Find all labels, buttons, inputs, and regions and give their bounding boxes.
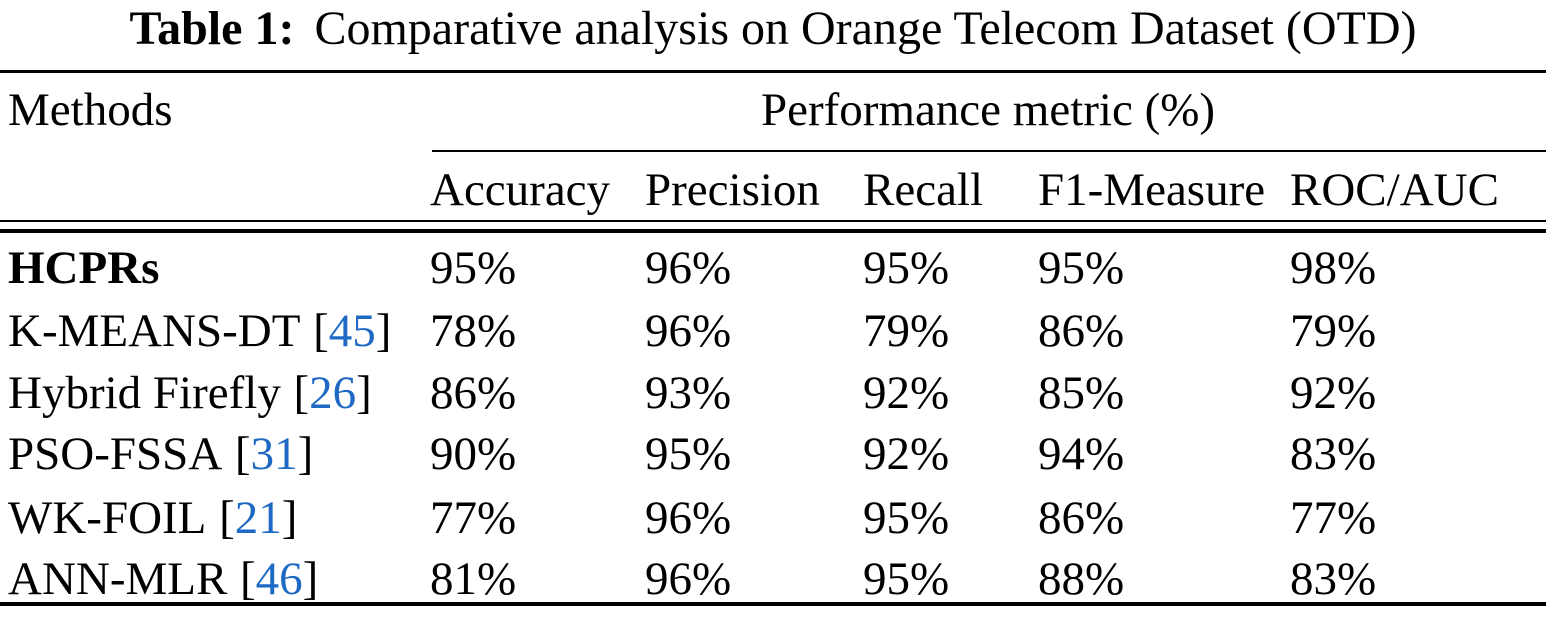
metric-value-f1-measure: 86% xyxy=(1038,492,1125,544)
metric-value-recall: 79% xyxy=(863,305,950,357)
citation-link[interactable]: 45 xyxy=(328,305,376,357)
metric-value-precision: 96% xyxy=(645,492,732,544)
metric-value-accuracy: 86% xyxy=(430,367,517,419)
column-header-accuracy: Accuracy xyxy=(430,164,611,216)
citation-bracket-open: [ xyxy=(219,492,235,544)
metric-value-recall: 95% xyxy=(863,553,950,605)
metric-value-roc-auc: 83% xyxy=(1290,553,1377,605)
column-header-f1-measure: F1-Measure xyxy=(1038,164,1266,216)
method-name: K-MEANS-DT xyxy=(8,305,301,357)
metric-value-recall: 92% xyxy=(863,367,950,419)
metric-value-roc-auc: 79% xyxy=(1290,305,1377,357)
column-header-precision: Precision xyxy=(645,164,820,216)
table-caption-label: Table 1: xyxy=(129,2,295,55)
metric-value-precision: 93% xyxy=(645,367,732,419)
column-header-roc-auc: ROC/AUC xyxy=(1290,164,1499,216)
method-name: HCPRs xyxy=(8,242,160,294)
metric-value-accuracy: 78% xyxy=(430,305,517,357)
citation-bracket-open: [ xyxy=(234,428,251,480)
citation-link[interactable]: 26 xyxy=(309,367,357,419)
citation-bracket-open: [ xyxy=(240,553,256,605)
method-name: PSO-FSSA xyxy=(8,428,223,480)
header-separator-thin-rule xyxy=(0,220,1546,222)
metric-value-accuracy: 95% xyxy=(430,242,517,294)
method-label: PSO-FSSA [31] xyxy=(8,426,313,482)
column-header-methods: Methods xyxy=(8,84,173,136)
metric-value-accuracy: 90% xyxy=(430,428,517,480)
metric-value-recall: 92% xyxy=(863,428,950,480)
citation-link[interactable]: 46 xyxy=(255,553,303,605)
metric-value-precision: 96% xyxy=(645,553,732,605)
metric-value-f1-measure: 88% xyxy=(1038,553,1125,605)
citation-bracket-close: ] xyxy=(302,553,319,605)
column-header-recall: Recall xyxy=(863,164,984,216)
method-label: WK-FOIL [21] xyxy=(8,490,297,546)
metric-value-precision: 96% xyxy=(645,305,732,357)
method-label: ANN-MLR [46] xyxy=(8,551,318,607)
performance-metric-underline-rule xyxy=(432,150,1546,152)
citation-bracket-close: ] xyxy=(281,492,298,544)
method-name: Hybrid Firefly xyxy=(8,367,281,419)
table-bottom-rule xyxy=(0,602,1546,606)
metric-value-accuracy: 81% xyxy=(430,553,517,605)
table-caption: Table 1: Comparative analysis on Orange T… xyxy=(0,0,1546,58)
method-name: ANN-MLR xyxy=(8,553,228,605)
method-name: WK-FOIL xyxy=(8,492,207,544)
metric-value-accuracy: 77% xyxy=(430,492,517,544)
metric-value-roc-auc: 83% xyxy=(1290,428,1377,480)
method-label: K-MEANS-DT [45] xyxy=(8,303,391,359)
metric-value-recall: 95% xyxy=(863,492,950,544)
metric-value-precision: 95% xyxy=(645,428,732,480)
metric-value-roc-auc: 92% xyxy=(1290,367,1377,419)
citation-bracket-open: [ xyxy=(313,305,329,357)
header-separator-thick-rule xyxy=(0,229,1546,233)
citation-link[interactable]: 21 xyxy=(234,492,282,544)
metric-value-f1-measure: 94% xyxy=(1038,428,1125,480)
table-caption-text: Comparative analysis on Orange Telecom D… xyxy=(314,2,1417,55)
metric-value-roc-auc: 98% xyxy=(1290,242,1377,294)
method-label: HCPRs xyxy=(8,240,172,296)
method-label: Hybrid Firefly [26] xyxy=(8,365,372,421)
metric-value-f1-measure: 86% xyxy=(1038,305,1125,357)
metric-value-recall: 95% xyxy=(863,242,950,294)
citation-bracket-open: [ xyxy=(293,367,310,419)
metric-value-f1-measure: 85% xyxy=(1038,367,1125,419)
citation-bracket-close: ] xyxy=(297,428,314,480)
metric-value-precision: 96% xyxy=(645,242,732,294)
citation-bracket-close: ] xyxy=(356,367,372,419)
table-top-rule xyxy=(0,70,1546,73)
column-group-header-performance-metric: Performance metric (%) xyxy=(760,84,1216,136)
metric-value-f1-measure: 95% xyxy=(1038,242,1125,294)
metric-value-roc-auc: 77% xyxy=(1290,492,1377,544)
citation-link[interactable]: 31 xyxy=(250,428,298,480)
citation-bracket-close: ] xyxy=(375,305,392,357)
